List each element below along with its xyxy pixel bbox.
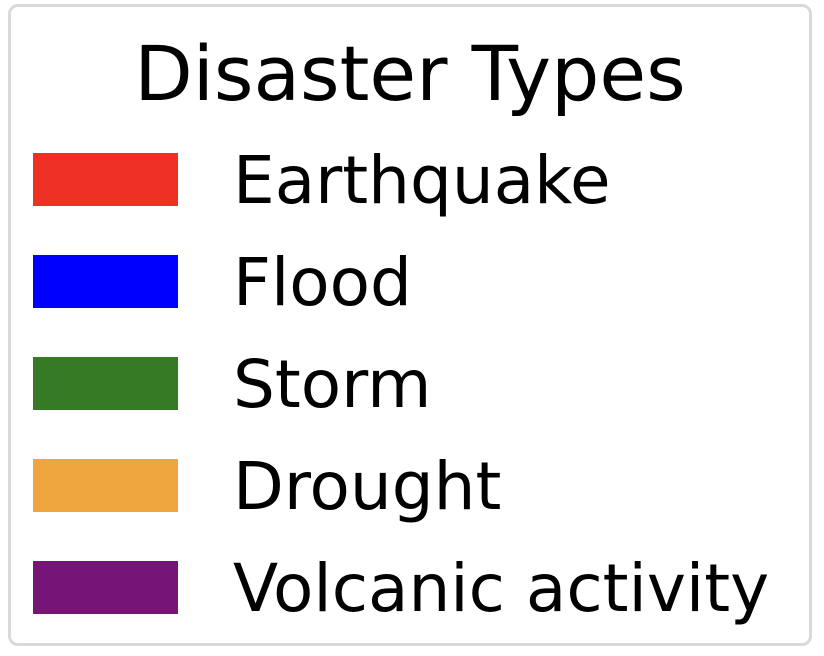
legend-label: Flood — [233, 244, 412, 321]
legend-entry: Earthquake — [11, 146, 809, 216]
legend-swatch — [33, 459, 178, 512]
legend-entry: Drought — [11, 452, 809, 522]
legend-entry: Storm — [11, 350, 809, 420]
legend-swatch — [33, 153, 178, 206]
legend-entry: Flood — [11, 248, 809, 318]
legend-title: Disaster Types — [134, 29, 686, 118]
legend-swatch — [33, 561, 178, 614]
legend-swatch — [33, 357, 178, 410]
legend-label: Drought — [233, 448, 502, 525]
legend-label: Volcanic activity — [233, 550, 770, 627]
legend-label: Storm — [233, 346, 432, 423]
legend: Disaster Types Earthquake Flood Storm Droug… — [8, 4, 812, 646]
legend-label: Earthquake — [233, 142, 611, 219]
legend-entry: Volcanic activity — [11, 554, 809, 624]
legend-swatch — [33, 255, 178, 308]
